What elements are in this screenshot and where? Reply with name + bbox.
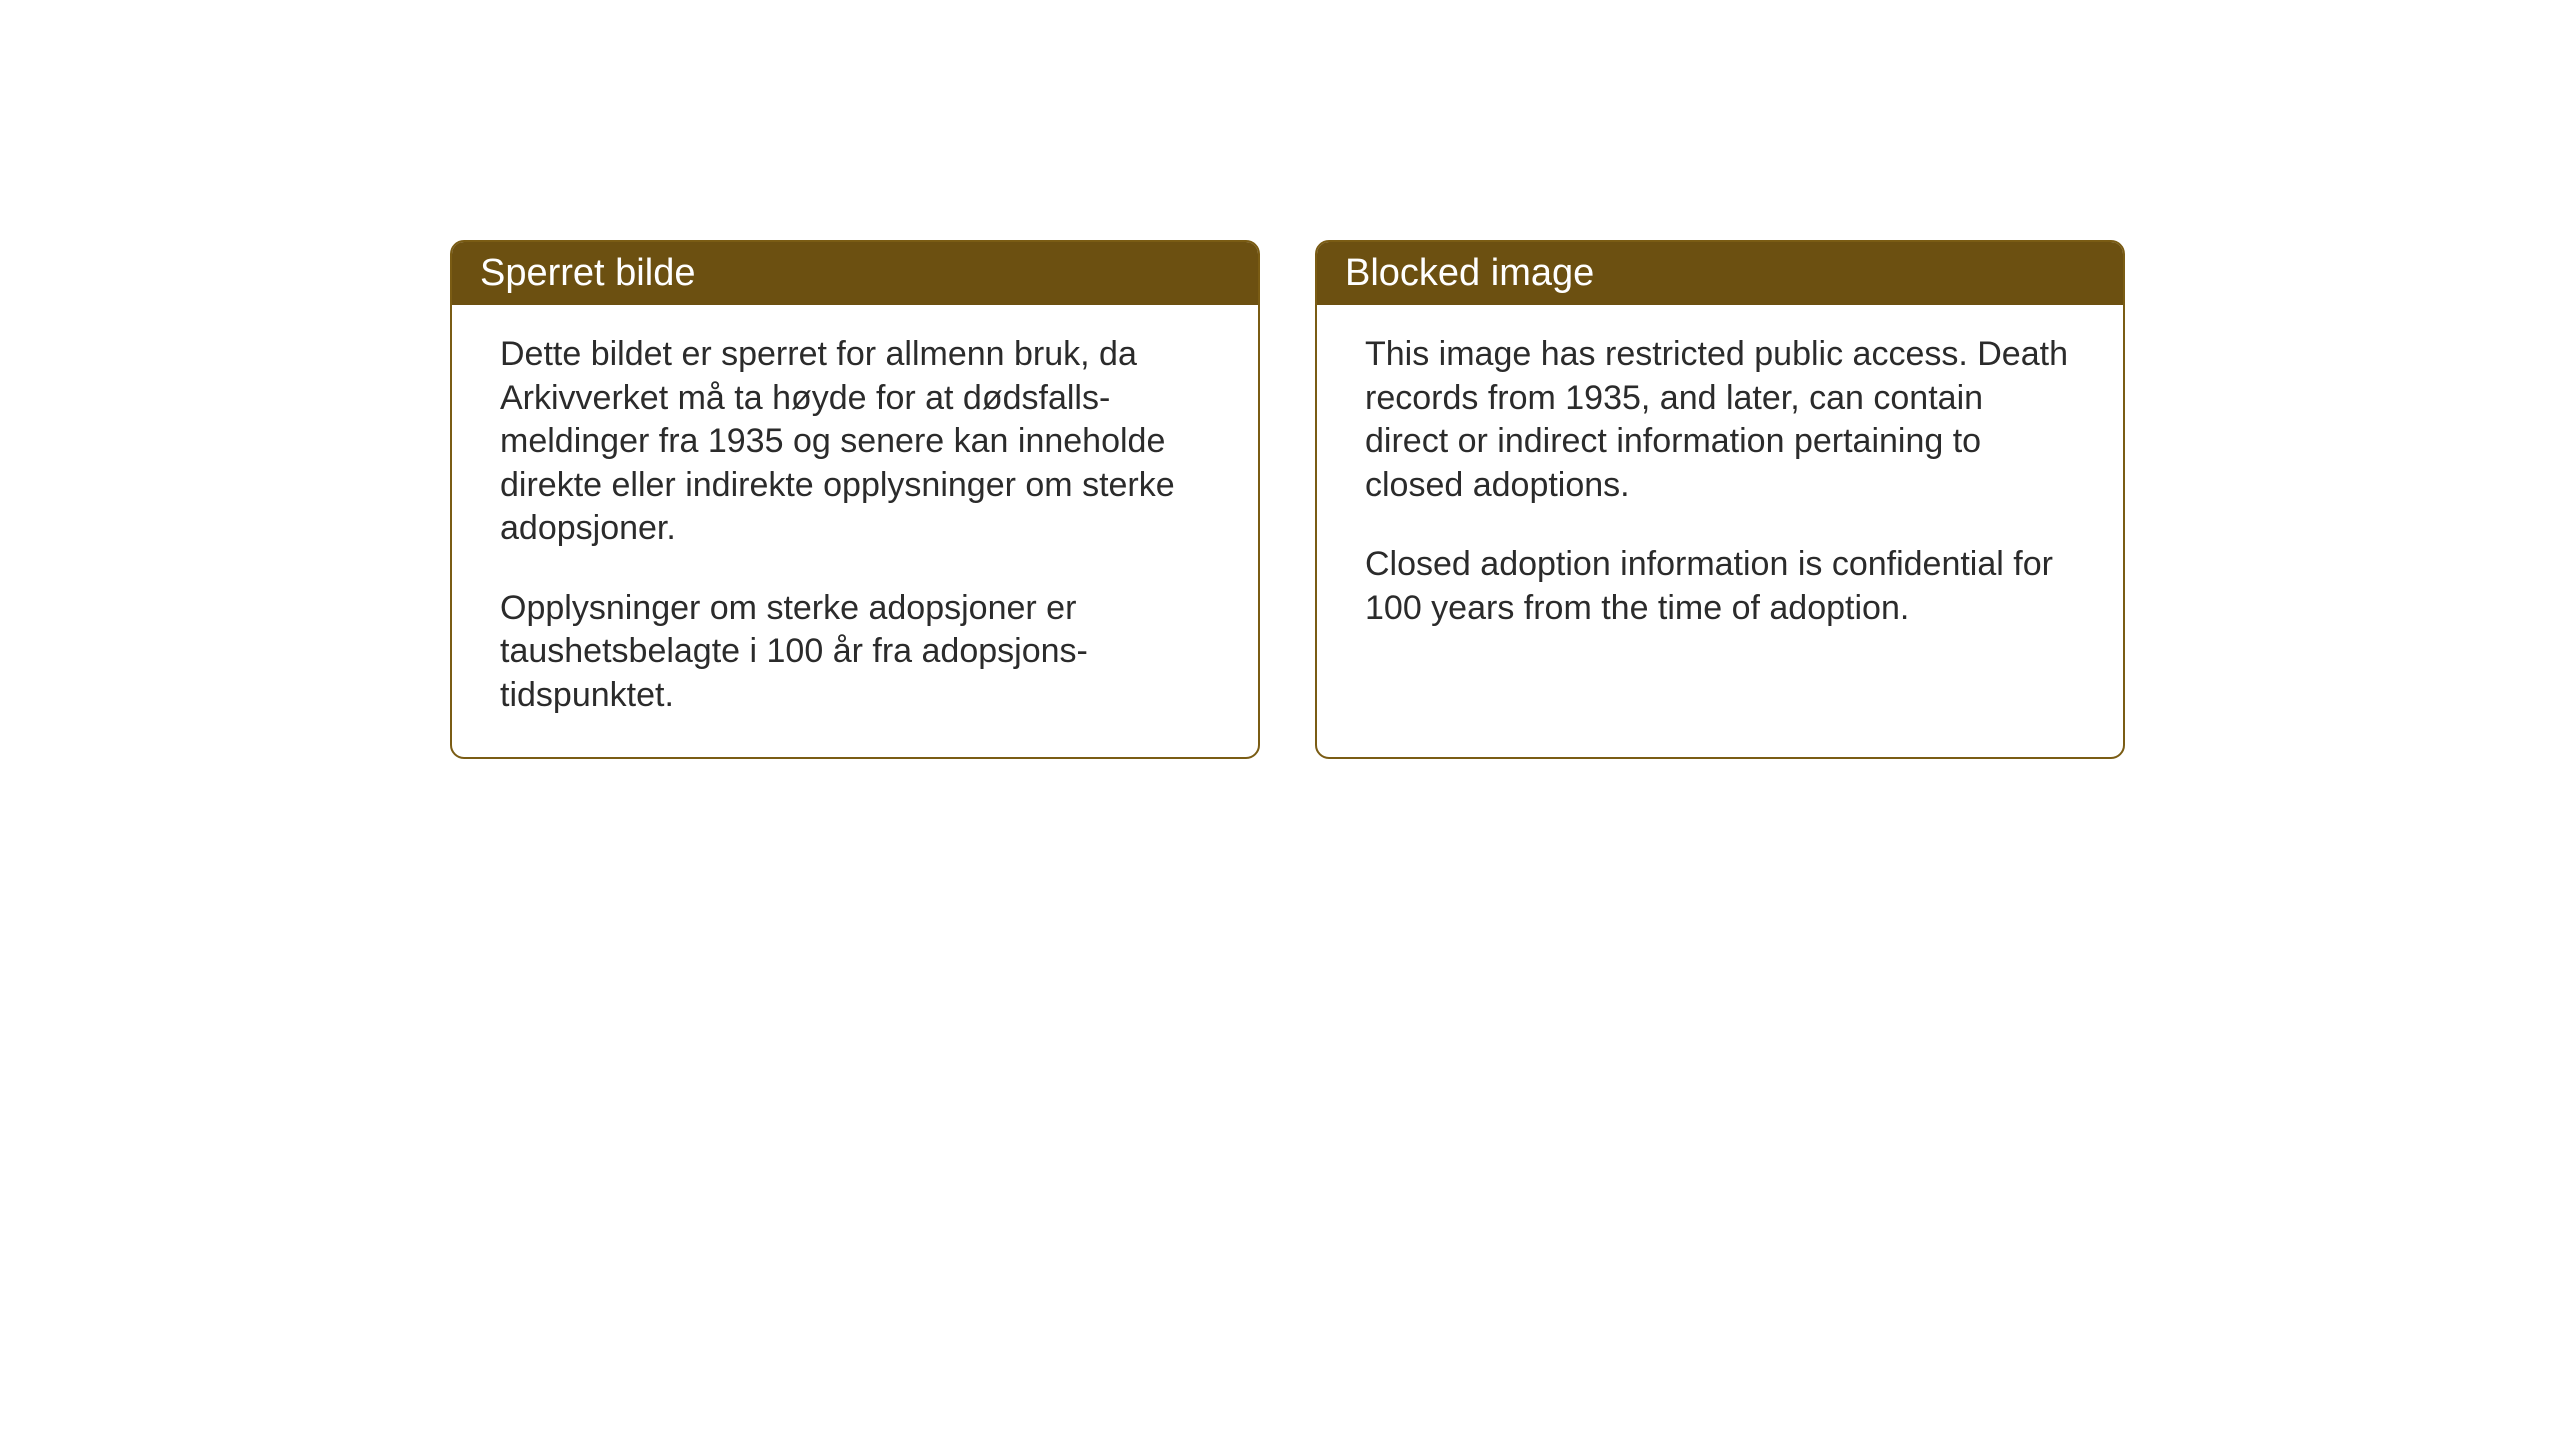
card-paragraph-1-norwegian: Dette bildet er sperret for allmenn bruk… (500, 333, 1210, 551)
card-paragraph-2-norwegian: Opplysninger om sterke adopsjoner er tau… (500, 587, 1210, 718)
card-header-norwegian: Sperret bilde (452, 242, 1258, 305)
card-title-norwegian: Sperret bilde (480, 252, 695, 294)
card-body-norwegian: Dette bildet er sperret for allmenn bruk… (452, 305, 1258, 757)
card-paragraph-1-english: This image has restricted public access.… (1365, 333, 2075, 507)
card-title-english: Blocked image (1345, 252, 1594, 294)
card-body-english: This image has restricted public access.… (1317, 305, 2123, 745)
card-paragraph-2-english: Closed adoption information is confident… (1365, 543, 2075, 630)
notice-card-norwegian: Sperret bilde Dette bildet er sperret fo… (450, 240, 1260, 759)
card-header-english: Blocked image (1317, 242, 2123, 305)
notice-container: Sperret bilde Dette bildet er sperret fo… (450, 240, 2125, 759)
notice-card-english: Blocked image This image has restricted … (1315, 240, 2125, 759)
